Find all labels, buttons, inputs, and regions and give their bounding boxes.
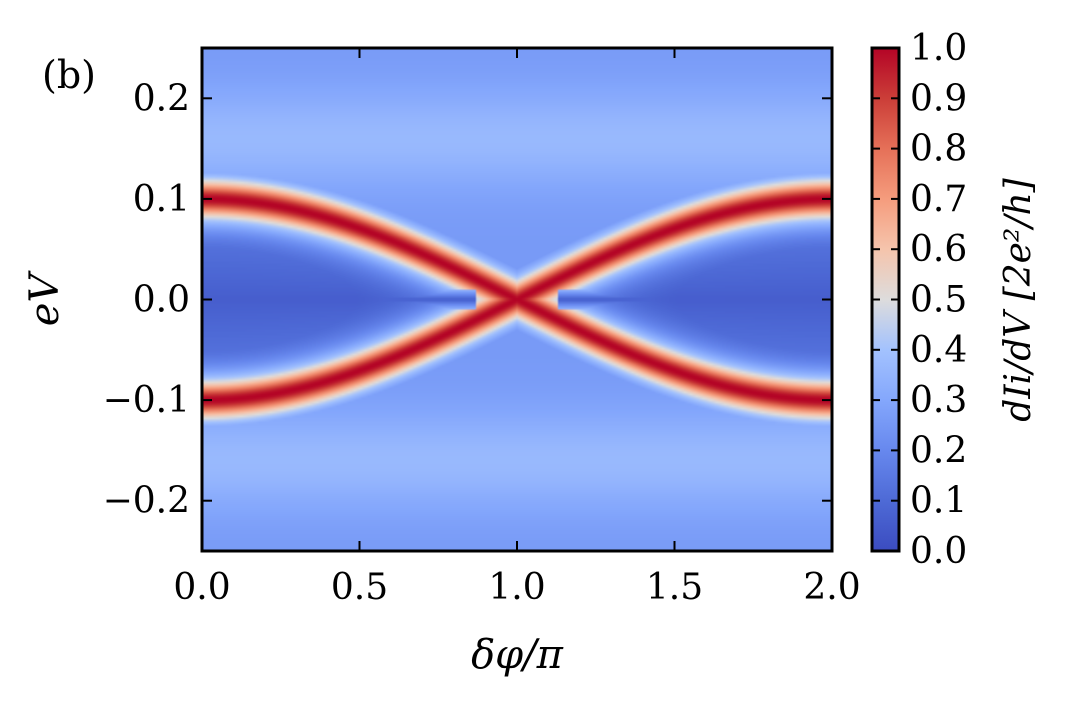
colorbar-tick-label: 0.6 <box>910 229 967 270</box>
colorbar-tick-label: 0.1 <box>910 481 967 522</box>
x-axis-ticks: 0.0 0.5 1.0 1.5 2.0 <box>173 48 861 608</box>
colorbar-tick-label: 0.9 <box>910 78 967 119</box>
colorbar-tick-label: 0.8 <box>910 129 967 170</box>
x-tick-label: 1.0 <box>488 567 545 608</box>
colorbar-tick-label: 0.4 <box>910 330 967 371</box>
colorbar-tick-label: 0.3 <box>910 380 967 421</box>
colorbar-tick-label: 0.0 <box>910 531 967 572</box>
y-tick-label: 0.1 <box>133 179 190 220</box>
x-tick-label: 2.0 <box>803 567 860 608</box>
colorbar-tick-label: 0.7 <box>910 179 967 220</box>
colorbar-ticks: 1.0 0.9 0.8 0.7 0.6 0.5 0.4 0.3 0.2 0.1 0.0 <box>872 28 967 572</box>
y-axis-label: eV <box>22 270 68 327</box>
y-tick-label: 0.0 <box>133 280 190 321</box>
y-tick-label: −0.1 <box>103 380 190 421</box>
y-axis-ticks: 0.2 0.1 0.0 −0.1 −0.2 <box>103 78 832 522</box>
x-tick-label: 1.5 <box>646 567 703 608</box>
y-tick-label: −0.2 <box>103 481 190 522</box>
x-tick-label: 0.0 <box>173 567 230 608</box>
colorbar-tick-label: 0.2 <box>910 430 967 471</box>
x-tick-label: 0.5 <box>331 567 388 608</box>
y-tick-label: 0.2 <box>133 78 190 119</box>
x-axis-label: δφ/π <box>471 632 564 678</box>
colorbar-tick-label: 1.0 <box>910 28 967 69</box>
colorbar-tick-label: 0.5 <box>910 280 967 321</box>
panel-label: (b) <box>42 53 96 97</box>
colorbar-label: dIi/dV [2e²/h] <box>998 177 1039 421</box>
heatmap-image <box>202 48 832 551</box>
